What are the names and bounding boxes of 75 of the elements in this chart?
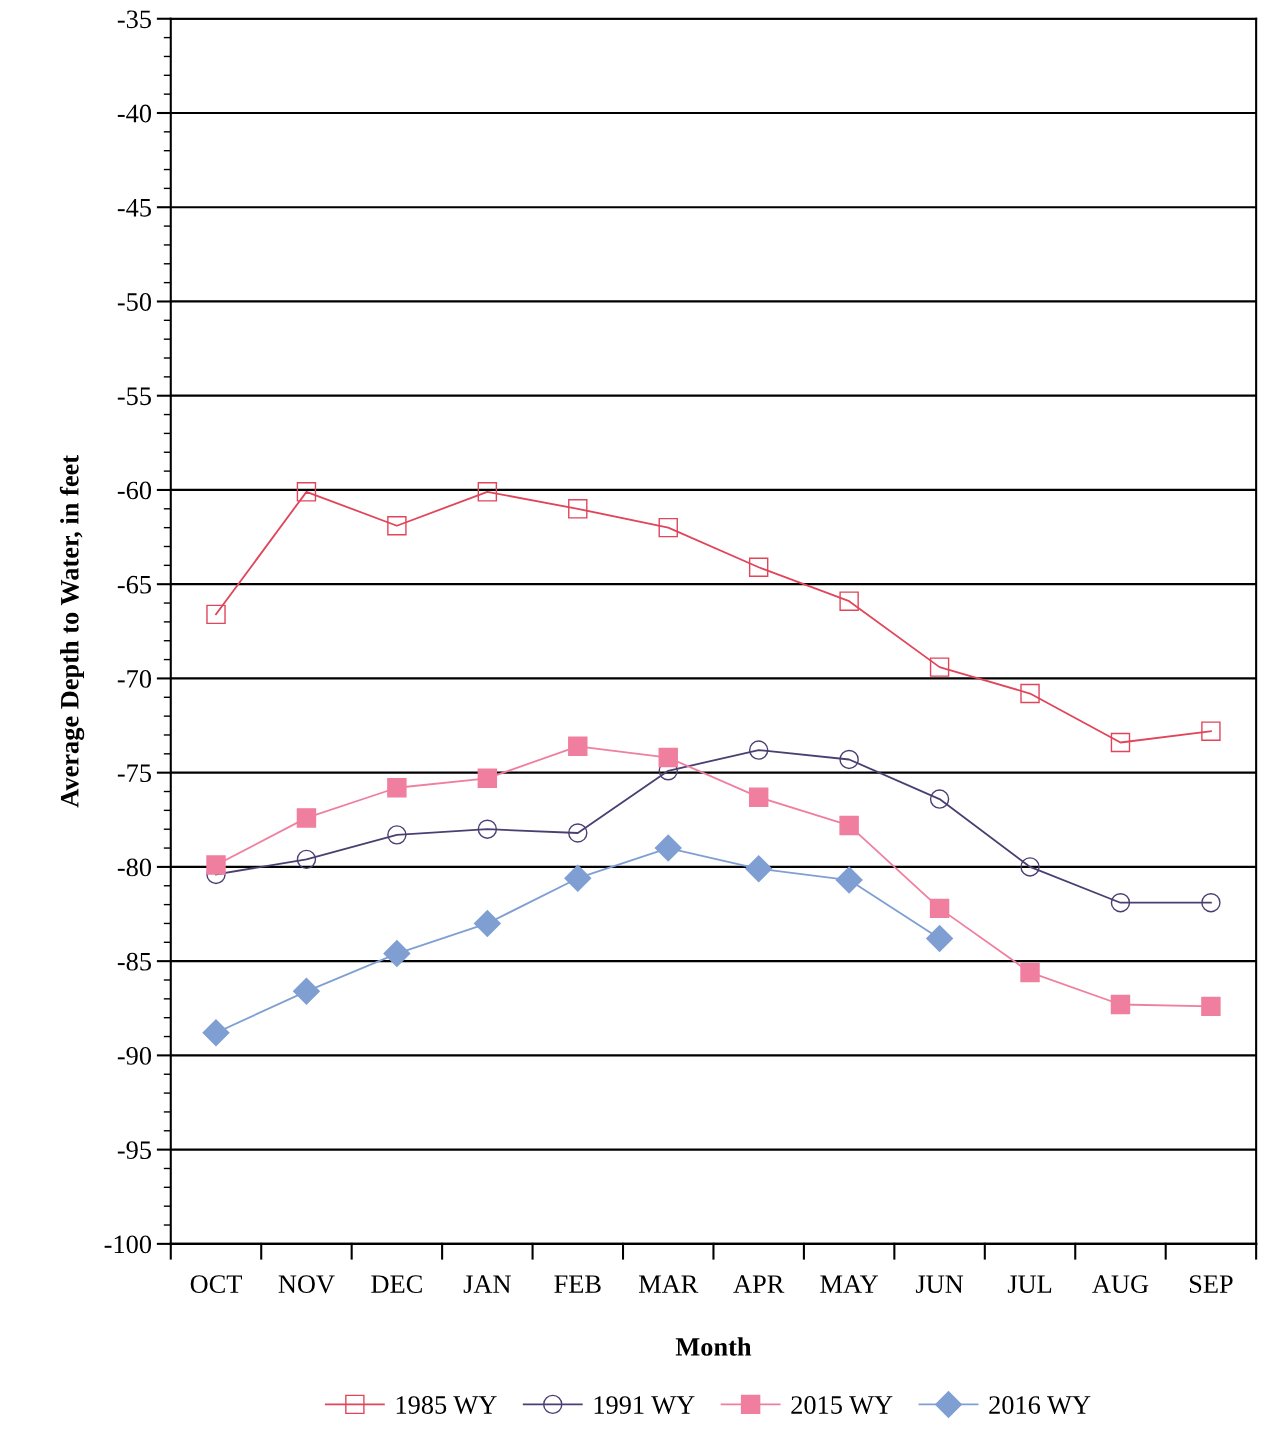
point: [477, 819, 498, 839]
point: [387, 825, 407, 845]
x-tick-label: APR: [733, 1275, 785, 1293]
x-tick-label: DEC: [371, 1275, 422, 1293]
legend-label: 1985 WY: [396, 1396, 497, 1415]
x-tick-label: NOV: [278, 1275, 335, 1294]
x-tick-label: JUL: [1007, 1275, 1052, 1293]
point: [1020, 857, 1040, 877]
point: [835, 866, 863, 894]
y-tick-label: -35: [117, 10, 151, 29]
point: [568, 499, 588, 519]
point: [658, 517, 678, 538]
point: [206, 604, 226, 625]
point: [387, 516, 407, 536]
point: [929, 657, 950, 677]
y-tick-label: -90: [117, 1047, 152, 1065]
point: [568, 736, 588, 757]
x-tick-label: MAY: [820, 1275, 879, 1293]
legend-label: 2015 WY: [791, 1396, 893, 1415]
y-tick-label: -50: [117, 293, 152, 311]
point: [658, 747, 678, 768]
x-tick-label: SEP: [1189, 1275, 1233, 1293]
point: [473, 909, 501, 937]
point: [654, 834, 682, 862]
point: [387, 778, 407, 798]
y-tick-label: -75: [117, 764, 151, 783]
y-tick-label: -65: [117, 575, 151, 594]
x-tick-label: MAR: [638, 1275, 699, 1293]
point: [929, 898, 950, 919]
point: [477, 482, 498, 502]
point: [1201, 721, 1221, 741]
legend-label: 2016 WY: [989, 1396, 1091, 1415]
point: [929, 789, 950, 809]
y-tick-label: -100: [104, 1235, 152, 1254]
x-axis-title: Month: [675, 1337, 752, 1356]
point: [745, 855, 773, 883]
point: [383, 940, 411, 968]
point: [1020, 683, 1040, 704]
y-tick-label: -95: [117, 1141, 151, 1160]
y-tick-label: -60: [117, 481, 152, 500]
y-tick-label: -45: [117, 199, 151, 217]
point: [1110, 732, 1131, 753]
point: [564, 864, 592, 892]
y-tick-label: -55: [117, 387, 151, 406]
point: [1110, 892, 1131, 913]
x-tick-label: FEB: [554, 1275, 601, 1293]
x-tick-label: OCT: [190, 1275, 242, 1293]
y-tick-label: -70: [117, 670, 152, 688]
x-tick-label: JAN: [463, 1275, 511, 1293]
y-tick-label: -80: [117, 858, 152, 877]
x-tick-label: JUN: [915, 1275, 964, 1293]
point: [926, 925, 954, 952]
point: [477, 768, 498, 789]
point: [839, 749, 859, 770]
point: [748, 557, 769, 577]
point: [296, 849, 317, 870]
point: [1020, 962, 1040, 983]
point: [839, 591, 859, 611]
point: [568, 823, 588, 843]
x-tick-label: AUG: [1092, 1275, 1149, 1293]
y-axis-title: Average Depth to Water, in feet: [59, 455, 85, 808]
point: [1201, 892, 1221, 913]
point: [839, 815, 859, 836]
point: [748, 787, 769, 807]
point: [748, 740, 769, 760]
point: [1110, 994, 1131, 1015]
point: [296, 808, 317, 828]
point: [1201, 996, 1221, 1017]
y-tick-label: -40: [117, 104, 152, 123]
y-tick-label: -85: [117, 952, 151, 971]
legend-label: 1991 WY: [594, 1396, 695, 1415]
point: [202, 1019, 230, 1047]
point: [206, 855, 226, 875]
point: [292, 977, 320, 1005]
point: [296, 482, 317, 502]
